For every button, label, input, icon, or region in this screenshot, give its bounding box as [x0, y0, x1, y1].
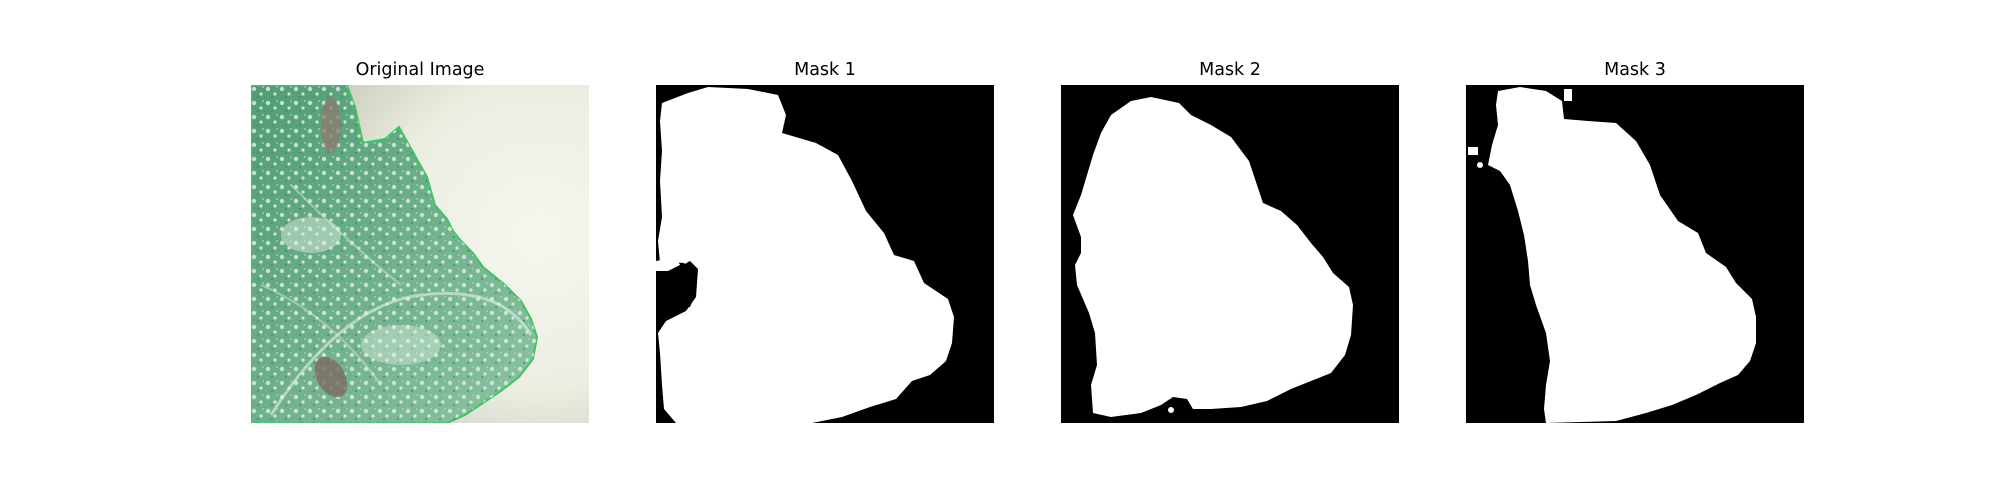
leaf-photo [251, 85, 589, 423]
panel-original-image: Original Image [251, 58, 589, 428]
mask-1-shape [656, 85, 994, 423]
panel-mask-3: Mask 3 [1466, 58, 1804, 428]
mask-2-image [1061, 85, 1399, 423]
original-leaf-image [251, 85, 589, 423]
panel-title: Mask 1 [794, 60, 856, 80]
mask-3-image [1466, 85, 1804, 423]
panel-title: Mask 2 [1199, 60, 1261, 80]
panel-mask-1: Mask 1 [656, 58, 994, 428]
panel-mask-2: Mask 2 [1061, 58, 1399, 428]
mask-1-image [656, 85, 994, 423]
panel-title: Mask 3 [1604, 60, 1666, 80]
mask-3-shape [1466, 85, 1804, 423]
panel-title: Original Image [355, 60, 485, 80]
mask-2-shape [1061, 85, 1399, 423]
